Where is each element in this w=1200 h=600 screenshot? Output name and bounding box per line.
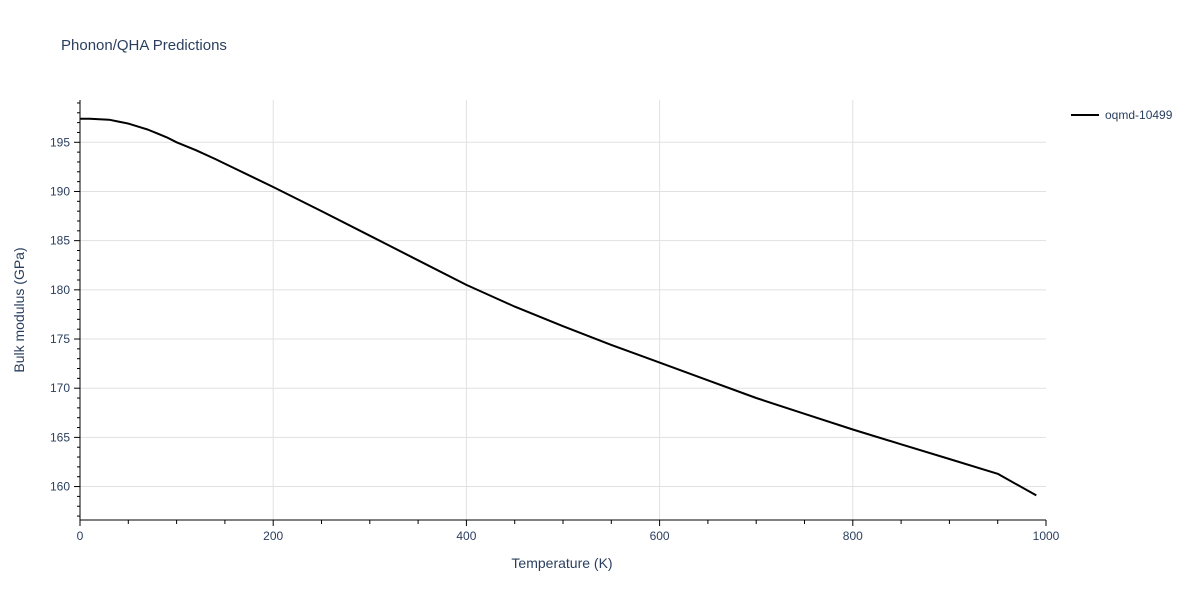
x-tick-label: 0 <box>77 529 84 543</box>
y-tick-label: 190 <box>50 184 70 198</box>
x-tick-label: 200 <box>263 529 283 543</box>
chart-title: Phonon/QHA Predictions <box>61 37 227 54</box>
axes: 0 200 400 600 800 1000 160 165 170 175 180 185 190 19… <box>50 100 1060 543</box>
grid <box>80 100 1046 520</box>
legend-label: oqmd-10499 <box>1105 108 1173 122</box>
y-tick-label: 160 <box>50 480 70 494</box>
x-axis-title: Temperature (K) <box>511 555 612 571</box>
y-tick-label: 165 <box>50 430 70 444</box>
x-tick-label: 800 <box>843 529 863 543</box>
y-tick-label: 195 <box>50 135 70 149</box>
legend[interactable]: oqmd-10499 <box>1071 108 1173 122</box>
plot-area <box>80 117 1037 497</box>
y-tick-label: 185 <box>50 234 70 248</box>
x-tick-label: 600 <box>650 529 670 543</box>
x-tick-label: 400 <box>456 529 476 543</box>
y-tick-label: 175 <box>50 332 70 346</box>
y-tick-label: 180 <box>50 283 70 297</box>
y-tick-label: 170 <box>50 381 70 395</box>
series-line <box>80 117 1037 497</box>
y-axis-title: Bulk modulus (GPa) <box>11 247 27 372</box>
x-tick-label: 1000 <box>1033 529 1060 543</box>
